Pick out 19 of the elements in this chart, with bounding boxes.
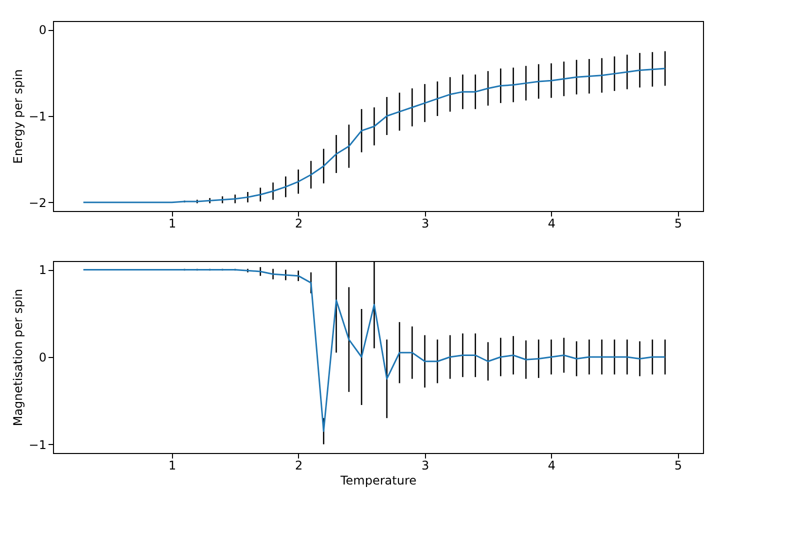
x-tick-label: 4 — [548, 458, 556, 472]
x-tick-label: 4 — [548, 216, 556, 230]
y-tick-label: 0 — [38, 23, 46, 38]
y-tick-label: −1 — [28, 110, 46, 124]
x-tick-label: 5 — [674, 216, 682, 230]
x-tick-label: 5 — [674, 458, 682, 472]
x-tick-label: 1 — [168, 216, 176, 230]
x-axis-title: Temperature — [339, 474, 417, 488]
y-tick-label: −2 — [28, 196, 46, 210]
x-tick-label: 1 — [168, 458, 176, 472]
y-axis-title: Magnetisation per spin — [10, 288, 25, 426]
y-axis-title: Energy per spin — [10, 69, 25, 164]
x-tick-label: 3 — [421, 458, 430, 472]
x-tick-label: 2 — [295, 216, 303, 230]
y-tick-label: 0 — [38, 350, 46, 364]
y-tick-label: 1 — [38, 263, 46, 278]
y-tick-label: −1 — [28, 438, 46, 452]
x-tick-label: 3 — [421, 216, 430, 230]
x-tick-label: 2 — [295, 458, 303, 472]
